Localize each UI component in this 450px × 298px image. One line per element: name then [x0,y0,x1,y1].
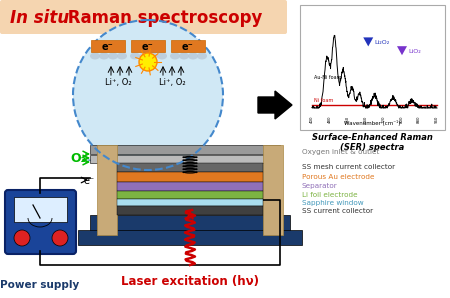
Text: 480: 480 [328,116,332,123]
Ellipse shape [179,52,189,60]
Bar [78,230,302,245]
Bar [117,199,263,206]
Polygon shape [258,91,292,119]
Text: 720: 720 [382,116,386,123]
Text: 880: 880 [417,116,421,123]
Ellipse shape [108,52,118,60]
Bar [90,145,280,154]
Ellipse shape [90,52,100,60]
Circle shape [52,230,68,246]
Bar [117,163,263,172]
Text: (SER) spectra: (SER) spectra [340,143,405,152]
Text: SS mesh current collector: SS mesh current collector [302,164,395,170]
Bar [117,206,263,215]
Circle shape [73,20,223,170]
Text: LiO₂: LiO₂ [408,49,421,54]
Text: Au-Ni foam: Au-Ni foam [314,75,342,80]
Bar [263,145,283,235]
Text: e⁻: e⁻ [102,42,114,52]
Text: Porous Au electrode: Porous Au electrode [302,174,374,180]
Text: Li foil electrode: Li foil electrode [302,192,358,198]
Text: Li⁺, O₂: Li⁺, O₂ [105,78,131,87]
Text: Separator: Separator [302,183,338,189]
Bar [97,145,117,235]
Bar [14,197,67,222]
Text: Laser excitation (hν): Laser excitation (hν) [121,275,259,288]
Text: Power supply: Power supply [0,280,80,290]
Text: Oxygen inlet & outlet: Oxygen inlet & outlet [302,149,379,155]
Text: 960: 960 [435,116,439,123]
Text: Wavenumber (cm⁻¹): Wavenumber (cm⁻¹) [344,120,400,126]
Text: Raman spectroscopy: Raman spectroscopy [62,9,262,27]
Text: e⁻: e⁻ [83,176,94,186]
Text: 640: 640 [364,116,368,123]
Ellipse shape [139,52,149,60]
Ellipse shape [157,52,167,60]
Bar [117,182,263,191]
Bar [117,172,263,182]
Bar [91,40,125,52]
Bar [90,155,280,163]
FancyBboxPatch shape [0,0,287,34]
Ellipse shape [99,52,109,60]
Ellipse shape [188,52,198,60]
Bar [90,215,290,240]
FancyBboxPatch shape [5,190,76,254]
Bar [300,5,445,130]
Text: O₂: O₂ [70,151,86,164]
Ellipse shape [117,52,127,60]
Ellipse shape [148,52,158,60]
Bar [171,40,205,52]
Text: 560: 560 [346,116,350,123]
Text: Ni foam: Ni foam [314,98,333,103]
Polygon shape [363,38,373,46]
Text: 400: 400 [310,116,314,123]
Bar [117,191,263,199]
Text: SS current collector: SS current collector [302,208,373,214]
Ellipse shape [170,52,180,60]
Text: In situ: In situ [10,9,69,27]
Text: Li₂O₂: Li₂O₂ [374,40,390,45]
Ellipse shape [197,52,207,60]
Circle shape [139,53,157,71]
Text: e⁻: e⁻ [142,42,154,52]
Text: 800: 800 [399,116,403,123]
Text: e⁻: e⁻ [182,42,194,52]
Circle shape [14,230,30,246]
Text: Sapphire window: Sapphire window [302,200,364,206]
Ellipse shape [130,52,140,60]
Text: Li⁺, O₂: Li⁺, O₂ [159,78,185,87]
Text: Surface-Enhanced Raman: Surface-Enhanced Raman [312,133,433,142]
Bar [131,40,165,52]
Polygon shape [397,46,407,55]
